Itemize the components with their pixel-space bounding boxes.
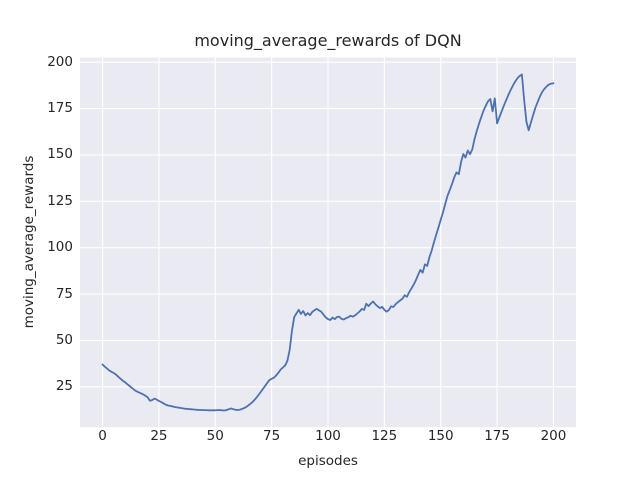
x-axis-label: episodes <box>298 453 358 469</box>
y-tick-label: 150 <box>47 146 73 163</box>
y-tick-label: 25 <box>55 378 73 395</box>
y-tick-label: 175 <box>47 100 73 117</box>
y-tick-label: 50 <box>55 331 73 348</box>
x-tick-label: 200 <box>540 428 567 444</box>
y-tick-label: 200 <box>47 53 73 70</box>
y-tick-label: 100 <box>47 239 73 256</box>
reward-line <box>101 73 555 412</box>
x-tick-label: 100 <box>315 428 341 444</box>
x-tick-label: 75 <box>263 428 281 444</box>
x-tick-label: 150 <box>427 428 454 444</box>
chart-title: moving_average_rewards of DQN <box>194 31 462 50</box>
x-tick-label: 0 <box>98 428 107 444</box>
x-tick-label: 25 <box>150 428 168 444</box>
y-tick-label: 125 <box>47 192 73 209</box>
x-tick-label: 175 <box>484 428 510 444</box>
x-tick-label: 125 <box>371 428 398 444</box>
x-tick-label: 50 <box>206 428 224 444</box>
y-tick-label: 75 <box>55 285 73 302</box>
